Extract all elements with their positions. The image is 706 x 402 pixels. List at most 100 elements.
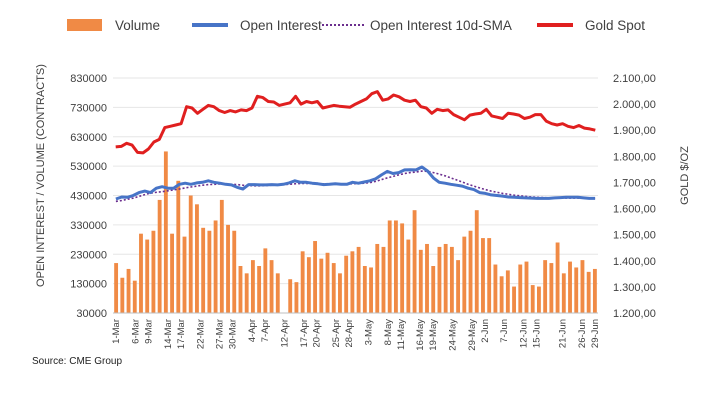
volume-bar — [195, 204, 199, 313]
volume-bar — [431, 266, 436, 313]
volume-bar — [537, 286, 541, 313]
x-tick-label: 28-Apr — [344, 319, 355, 348]
volume-bar — [393, 220, 398, 313]
y-left-tick-label: 330000 — [70, 220, 107, 232]
x-tick-label: 9-Mar — [144, 319, 155, 344]
volume-bar — [499, 276, 504, 313]
volume-bar — [443, 243, 448, 313]
volume-bar — [493, 264, 498, 313]
volume-bar — [418, 249, 423, 313]
x-tick-label: 17-Mar — [176, 319, 187, 349]
volume-bar — [524, 261, 529, 313]
volume-bar — [201, 227, 206, 313]
volume-bar — [369, 267, 373, 313]
volume-bar — [518, 264, 523, 313]
volume-bar — [250, 260, 255, 313]
x-tick-label: 25-Apr — [331, 319, 342, 348]
x-tick-label: 24-May — [448, 319, 459, 351]
volume-bar — [331, 263, 336, 313]
volume-bar — [163, 151, 168, 313]
y-right-tick-label: 1.300,00 — [613, 282, 656, 294]
series-lines — [115, 90, 596, 203]
y-right-tick-label: 1.200,00 — [613, 308, 656, 320]
y-left-tick-label: 730000 — [70, 102, 107, 114]
legend-label: Gold Spot — [585, 18, 645, 33]
volume-bar — [468, 230, 473, 313]
volume-bar — [269, 260, 274, 313]
volume-bar — [549, 263, 554, 313]
x-tick-label: 11-May — [396, 319, 407, 350]
volume-bar — [313, 241, 318, 313]
source-note: Source: CME Group — [32, 356, 123, 367]
volume-bar — [244, 273, 249, 313]
volume-bar — [232, 230, 237, 313]
volume-bar — [406, 239, 411, 313]
volume-bar — [586, 271, 591, 313]
gold-spot-line — [115, 90, 596, 155]
x-tick-label: 21-Jun — [557, 319, 568, 348]
volume-bar — [120, 277, 125, 313]
x-tick-label: 8-May — [383, 319, 394, 346]
volume-bar — [580, 260, 585, 313]
x-tick-label: 3-May — [363, 319, 374, 346]
x-tick-label: 6-Mar — [131, 319, 142, 344]
y-right-tick-label: 1.800,00 — [613, 151, 656, 163]
x-tick-label: 15-Jun — [532, 319, 543, 348]
x-tick-label: 12-Apr — [279, 319, 290, 348]
y-left-tick-label: 530000 — [70, 161, 107, 173]
volume-bar — [145, 239, 150, 313]
y-right-tick-label: 1.500,00 — [613, 230, 656, 242]
volume-bar — [574, 267, 579, 313]
x-tick-label: 19-May — [428, 319, 439, 351]
volume-bar — [207, 230, 212, 313]
volume-bar — [437, 246, 442, 313]
y-left-tick-label: 630000 — [70, 132, 107, 144]
x-tick-label: 2-Jun — [480, 319, 491, 343]
volume-bar — [294, 282, 299, 313]
volume-bar — [487, 238, 492, 313]
legend-label: Open Interest — [240, 18, 322, 33]
open-interest-line — [115, 165, 596, 201]
x-tick-label: 29-May — [467, 319, 478, 351]
volume-bar — [568, 261, 572, 313]
y-right-tick-label: 1.400,00 — [613, 256, 656, 268]
volume-bar — [462, 236, 467, 313]
x-tick-label: 22-Mar — [195, 319, 206, 349]
y-left-tick-label: 430000 — [70, 191, 107, 203]
y-right-tick-label: 1.700,00 — [613, 177, 656, 189]
volume-bar — [505, 270, 510, 313]
volume-bar — [456, 260, 461, 313]
y-right-tick-label: 1.600,00 — [613, 204, 656, 216]
volume-bar — [257, 266, 262, 313]
x-tick-label: 7-Jun — [499, 319, 510, 343]
y-right-tick-label: 1.900,00 — [613, 125, 656, 137]
x-tick-label: 30-Mar — [228, 319, 239, 349]
volume-bar — [126, 268, 131, 313]
legend-label: Volume — [115, 18, 160, 33]
volume-bar — [170, 233, 174, 313]
volume-bar — [114, 263, 119, 313]
volume-bar — [350, 251, 355, 313]
x-tick-label: 17-Apr — [299, 319, 310, 348]
volume-bar — [226, 224, 230, 313]
volume-bar — [425, 243, 429, 313]
volume-bar — [275, 273, 280, 313]
volume-bar — [356, 246, 361, 313]
x-tick-label: 27-Mar — [215, 319, 226, 349]
volume-bar — [300, 251, 305, 313]
legend-swatch — [67, 19, 102, 31]
legend-open-interest: Open Interest — [192, 18, 322, 33]
volume-bar — [512, 286, 516, 313]
x-tick-label: 14-Mar — [163, 319, 174, 349]
y-left-tick-label: 130000 — [70, 279, 107, 291]
legend-volume: Volume — [67, 18, 160, 33]
x-tick-label: 20-Apr — [312, 319, 323, 348]
legend-gold-spot: Gold Spot — [537, 18, 645, 33]
x-tick-label: 1-Mar — [111, 319, 122, 344]
volume-bar — [219, 199, 224, 313]
volume-bar — [362, 266, 367, 313]
volume-bar — [530, 285, 535, 313]
volume-bar — [344, 255, 349, 313]
volume-bar — [132, 280, 137, 313]
